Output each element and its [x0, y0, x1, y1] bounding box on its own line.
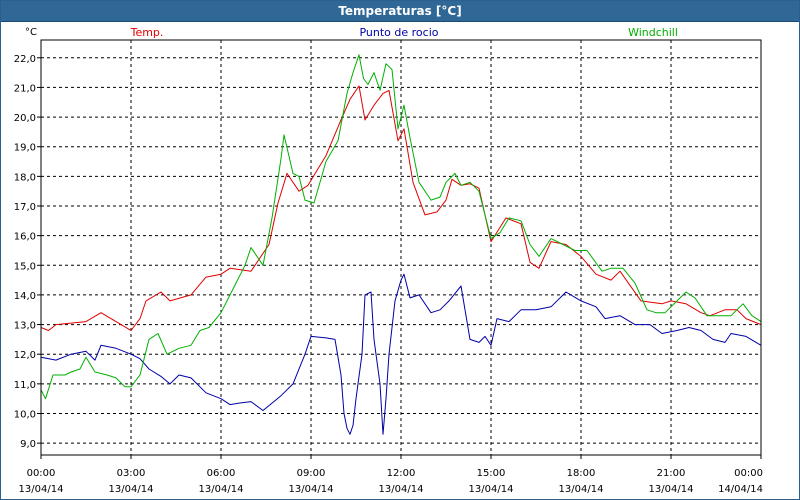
- x-tick-date: 13/04/14: [289, 484, 334, 495]
- series-line-temp: [40, 85, 762, 331]
- x-tick-time: 00:00: [27, 468, 56, 479]
- legend-item: Punto de rocio: [359, 26, 438, 39]
- y-tick-label: 16,0: [14, 232, 36, 243]
- y-tick-label: 17,0: [14, 202, 36, 213]
- legend: Temp. Punto de rocio Windchill: [130, 26, 678, 39]
- x-tick-time: 12:00: [387, 468, 416, 479]
- x-tick-time: 03:00: [117, 468, 146, 479]
- y-tick-label: 18,0: [14, 172, 36, 183]
- y-axis-unit: °C: [25, 27, 37, 38]
- legend-item: Temp.: [130, 26, 164, 39]
- series-line-windchill: [40, 54, 762, 400]
- x-tick-time: 00:00: [734, 468, 763, 479]
- y-tick-label: 14,0: [14, 291, 36, 302]
- x-tick-date: 13/04/14: [559, 484, 604, 495]
- x-tick-time: 15:00: [477, 468, 506, 479]
- series-line-punto-de-rocio: [40, 273, 762, 435]
- y-tick-label: 22,0: [14, 54, 36, 65]
- x-tick-time: 09:00: [297, 468, 326, 479]
- y-tick-label: 20,0: [14, 113, 36, 124]
- x-tick-date: 13/04/14: [469, 484, 514, 495]
- y-tick-label: 9,0: [20, 439, 36, 450]
- y-tick-label: 15,0: [14, 261, 36, 272]
- y-tick-label: 12,0: [14, 350, 36, 361]
- temperature-chart: 9,0 10,0 11,0 12,0 13,0 14,0 15,0 16,0 17,0 18,0 1…: [14, 26, 763, 495]
- x-tick-date: 13/04/14: [199, 484, 244, 495]
- y-tick-label: 13,0: [14, 321, 36, 332]
- legend-item: Windchill: [628, 26, 678, 39]
- axis-labels: 9,0 10,0 11,0 12,0 13,0 14,0 15,0 16,0 17,0 18,0 1…: [14, 27, 763, 495]
- x-tick-date: 13/04/14: [649, 484, 694, 495]
- y-tick-label: 10,0: [14, 410, 36, 421]
- window-title: Temperaturas [°C]: [1, 1, 799, 22]
- x-tick-date: 13/04/14: [19, 484, 64, 495]
- series-lines: [40, 54, 762, 435]
- x-tick-time: 21:00: [657, 468, 686, 479]
- x-tick-date: 13/04/14: [109, 484, 154, 495]
- x-tick-time: 18:00: [567, 468, 596, 479]
- y-tick-label: 11,0: [14, 380, 36, 391]
- y-tick-label: 19,0: [14, 143, 36, 154]
- y-tick-label: 21,0: [14, 83, 36, 94]
- grid: [41, 40, 761, 455]
- x-tick-time: 06:00: [207, 468, 236, 479]
- x-tick-date: 14/04/14: [718, 484, 763, 495]
- x-tick-date: 13/04/14: [379, 484, 424, 495]
